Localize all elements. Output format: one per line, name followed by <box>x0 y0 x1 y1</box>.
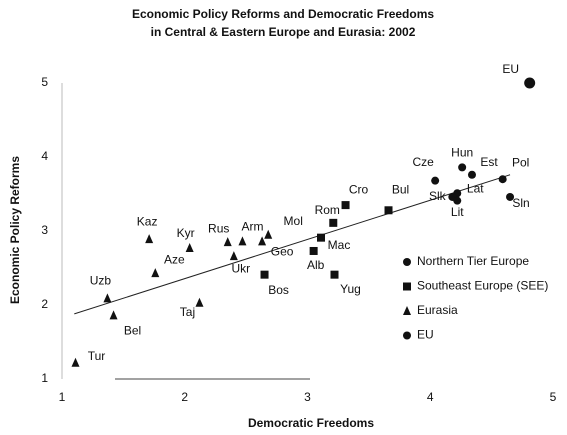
point-label: Hun <box>451 146 473 160</box>
point-label: Lat <box>467 181 484 195</box>
point <box>71 357 80 367</box>
point <box>498 175 507 184</box>
legend-marker <box>403 331 411 340</box>
point <box>431 176 440 185</box>
point <box>506 192 515 201</box>
x-tick-label: 2 <box>181 390 188 404</box>
point-label: Bos <box>268 283 289 297</box>
point-label: Geo <box>271 245 294 259</box>
point-label: Tur <box>88 349 106 363</box>
point <box>223 237 232 247</box>
point-label: Kaz <box>137 214 158 228</box>
point <box>145 234 154 244</box>
point <box>109 310 118 320</box>
point-label: Sln <box>512 196 529 210</box>
point <box>258 236 267 246</box>
legend-label: Eurasia <box>417 303 458 317</box>
y-tick-label: 1 <box>41 371 48 385</box>
y-tick-label: 3 <box>41 223 48 237</box>
point-label: Kyr <box>177 226 195 240</box>
point-label: Mol <box>284 214 303 228</box>
point-label: Rom <box>315 203 340 217</box>
y-tick-label: 4 <box>41 149 48 163</box>
x-tick-label: 4 <box>427 390 434 404</box>
point-label: Rus <box>208 221 229 235</box>
point <box>329 218 338 227</box>
legend-label: Northern Tier Europe <box>417 254 529 268</box>
point-label: EU <box>502 62 519 76</box>
legend-label: Southeast Europe (SEE) <box>417 279 548 293</box>
point-label: Est <box>480 155 498 169</box>
point <box>330 270 339 279</box>
x-axis-label: Democratic Freedoms <box>248 416 374 430</box>
point-label: Yug <box>340 282 361 296</box>
point-label: Ukr <box>232 261 251 275</box>
point <box>260 270 269 279</box>
point <box>264 229 273 239</box>
point <box>467 170 476 179</box>
point-label: Bul <box>392 182 409 196</box>
point <box>317 233 326 242</box>
x-tick-label: 5 <box>550 390 557 404</box>
trendline <box>74 174 511 315</box>
point <box>458 163 467 172</box>
legend-label: EU <box>417 328 434 342</box>
point-label: Uzb <box>90 274 112 288</box>
point <box>524 77 536 89</box>
point-label: Cze <box>412 155 434 169</box>
point <box>103 293 112 303</box>
point-label: Bel <box>124 324 141 338</box>
x-tick-label: 1 <box>59 390 66 404</box>
y-axis-label: Economic Policy Reforms <box>8 156 22 304</box>
chart-title: Economic Policy Reforms and Democratic F… <box>132 7 434 21</box>
point-label: Cro <box>349 182 369 196</box>
point-label: Pol <box>512 155 529 169</box>
point-label: Alb <box>307 258 325 272</box>
y-tick-label: 5 <box>41 75 48 89</box>
point <box>238 236 247 246</box>
point <box>229 251 238 261</box>
point-label: Slk <box>429 189 447 203</box>
point <box>453 196 462 205</box>
point-label: Taj <box>180 305 195 319</box>
point <box>309 246 318 255</box>
point-label: Mac <box>328 238 351 252</box>
point <box>195 297 204 307</box>
point-label: Lit <box>451 205 464 219</box>
y-tick-label: 2 <box>41 297 48 311</box>
chart-subtitle: in Central & Eastern Europe and Eurasia:… <box>151 25 416 39</box>
point-label: Aze <box>164 252 185 266</box>
point <box>384 206 393 215</box>
legend-marker <box>403 282 411 291</box>
point <box>341 201 350 210</box>
x-tick-label: 3 <box>304 390 311 404</box>
legend-marker <box>403 258 411 266</box>
legend-marker <box>403 306 411 315</box>
point <box>151 268 160 278</box>
point-label: Arm <box>241 220 263 234</box>
point <box>185 243 194 253</box>
